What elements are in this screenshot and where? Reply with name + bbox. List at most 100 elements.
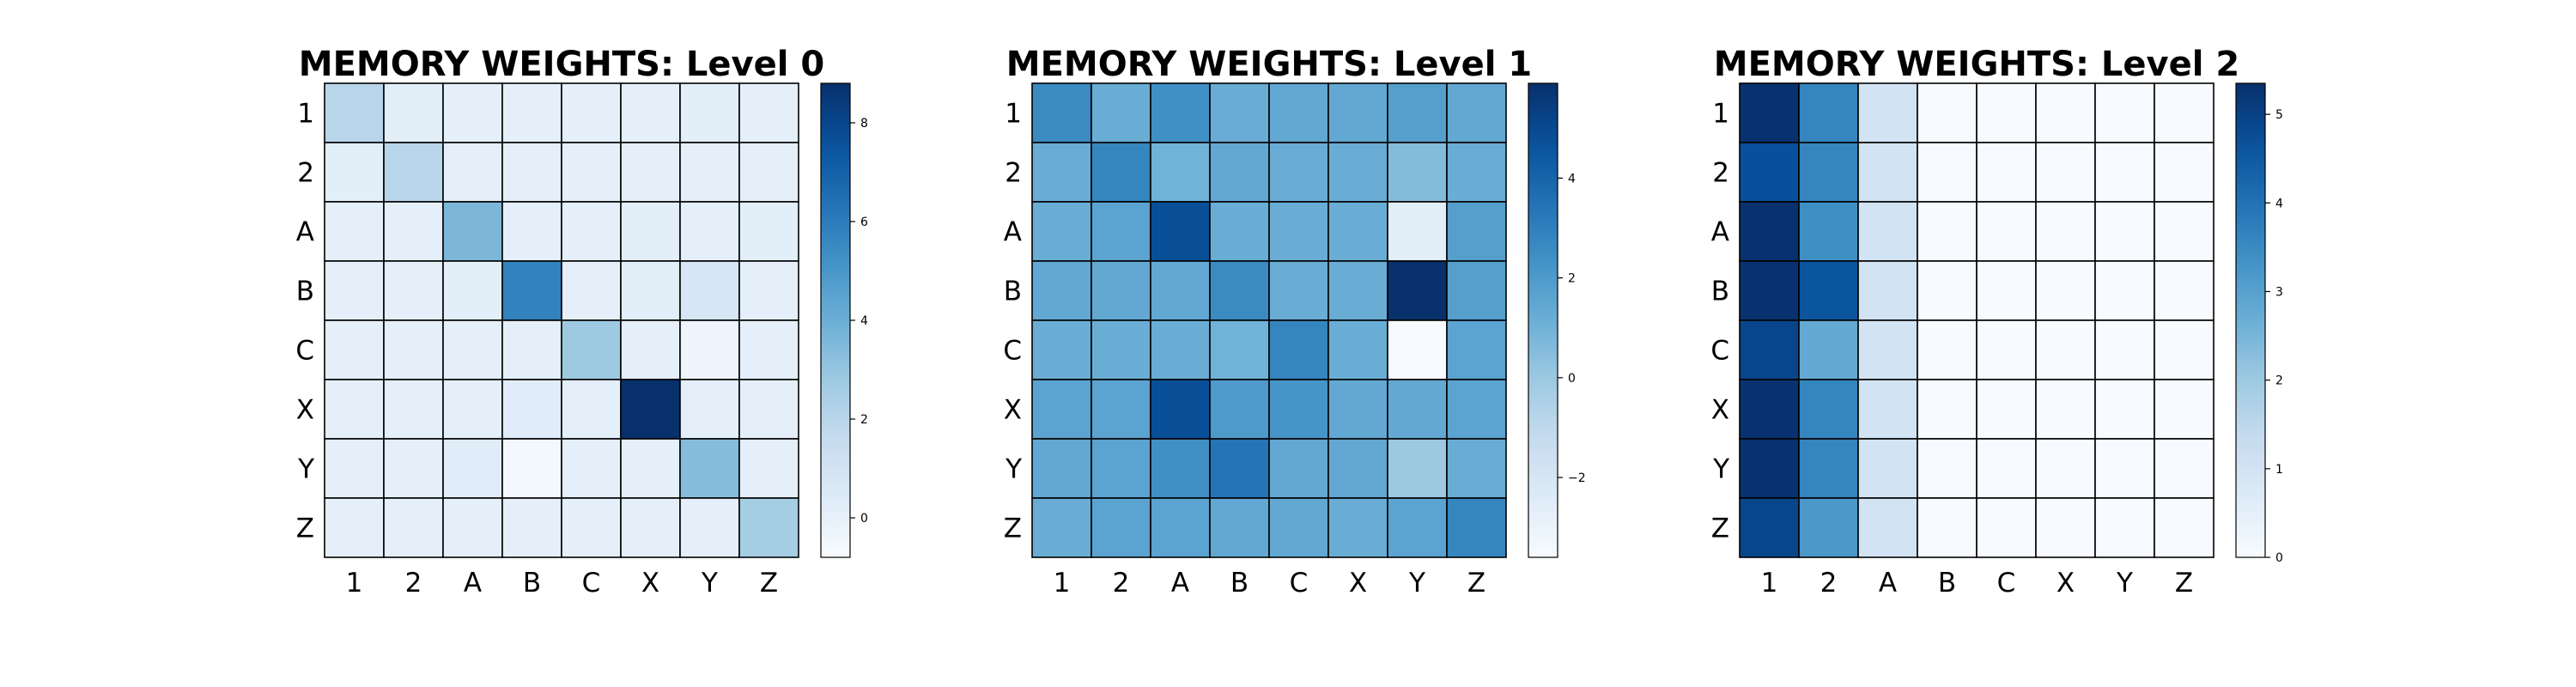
heatmap-cell: [1446, 319, 1507, 380]
row-label: Y: [297, 454, 314, 485]
heatmap-cell: [383, 260, 444, 321]
heatmap-cell: [738, 260, 799, 321]
heatmap-cell: [2035, 201, 2096, 262]
heatmap-cell: [1327, 379, 1388, 440]
heatmap-cell: [738, 497, 799, 558]
heatmap-cell: [679, 82, 740, 143]
heatmap-cell: [1209, 379, 1270, 440]
heatmap-cell: [501, 379, 562, 440]
heatmap-cell: [1976, 379, 2037, 440]
column-label: Z: [2175, 568, 2193, 599]
heatmap-cell: [620, 319, 681, 380]
heatmap-cell: [620, 260, 681, 321]
row-label: A: [1711, 217, 1729, 248]
heatmap-cell: [1031, 438, 1092, 499]
heatmap-cell: [1387, 201, 1448, 262]
heatmap-cell: [2094, 142, 2155, 203]
heatmap-cell: [738, 82, 799, 143]
heatmap-cell: [2154, 497, 2215, 558]
column-label: B: [523, 568, 541, 599]
heatmap-cell: [2035, 497, 2096, 558]
heatmap-cell: [738, 438, 799, 499]
heatmap-cell: [324, 319, 385, 380]
heatmap-cell: [1327, 201, 1388, 262]
colorbar-tick-label: 3: [2275, 285, 2283, 299]
heatmap-cell: [1209, 438, 1270, 499]
heatmap-cell: [2154, 319, 2215, 380]
heatmap-cell: [324, 497, 385, 558]
heatmap-cell: [1857, 260, 1918, 321]
heatmap-cell: [501, 497, 562, 558]
heatmap-cell: [1857, 497, 1918, 558]
colorbar-tick-label: 0: [860, 512, 868, 526]
colorbar-tick-label: 2: [860, 413, 868, 427]
heatmap-cell: [1150, 201, 1211, 262]
heatmap-cell: [1739, 319, 1800, 380]
heatmap-cell: [1031, 201, 1092, 262]
heatmap-cell: [738, 379, 799, 440]
heatmap-cell: [501, 201, 562, 262]
heatmap-cell: [1976, 497, 2037, 558]
colorbar-tick-label: 5: [2275, 108, 2283, 122]
heatmap-cell: [1857, 201, 1918, 262]
heatmap-cell: [1327, 82, 1388, 143]
heatmap-cell: [620, 438, 681, 499]
row-label: B: [296, 277, 314, 307]
row-label: Z: [296, 514, 314, 544]
row-label: X: [1004, 395, 1022, 426]
heatmap-cell: [1387, 142, 1448, 203]
heatmap-cell: [1446, 438, 1507, 499]
heatmap-cell: [1917, 260, 1978, 321]
column-label: Y: [701, 568, 718, 599]
heatmap-cell: [2094, 438, 2155, 499]
heatmap-cell: [1268, 142, 1329, 203]
heatmap-cell: [679, 319, 740, 380]
heatmap-cell: [1091, 260, 1151, 321]
heatmap-cell: [501, 438, 562, 499]
column-label: 2: [1113, 568, 1130, 599]
column-label: A: [464, 568, 482, 599]
heatmap-cell: [1150, 82, 1211, 143]
chart-title: MEMORY WEIGHTS: Level 1: [1006, 45, 1532, 84]
heatmap-cell: [2154, 82, 2215, 143]
column-label: C: [1997, 568, 2016, 599]
heatmap-cell: [1387, 497, 1448, 558]
heatmap-cell: [1976, 438, 2037, 499]
column-label: A: [1879, 568, 1897, 599]
heatmap-cell: [1031, 497, 1092, 558]
heatmap-cell: [1268, 260, 1329, 321]
heatmap-cell: [1798, 260, 1859, 321]
heatmap-cell: [1268, 379, 1329, 440]
row-label: A: [1004, 217, 1022, 248]
row-label: Y: [1712, 454, 1729, 485]
heatmap-cell: [501, 260, 562, 321]
heatmap-cell: [1976, 142, 2037, 203]
heatmap-cell: [1798, 319, 1859, 380]
heatmap-cell: [1327, 319, 1388, 380]
heatmap-cell: [2094, 82, 2155, 143]
heatmap-cell: [679, 201, 740, 262]
heatmap-cell: [2035, 319, 2096, 380]
column-label: 2: [405, 568, 422, 599]
colorbar-tick-label: 4: [2275, 197, 2283, 210]
column-label: Y: [1408, 568, 1425, 599]
heatmap-cell: [620, 201, 681, 262]
heatmap-cell: [620, 142, 681, 203]
heatmap-cell: [1857, 142, 1918, 203]
heatmap-cell: [383, 438, 444, 499]
heatmap-cell: [1739, 379, 1800, 440]
heatmap-cell: [442, 260, 503, 321]
heatmap-cell: [2035, 438, 2096, 499]
heatmap-cell: [383, 82, 444, 143]
heatmap-cell: [501, 319, 562, 380]
heatmap-cell: [383, 201, 444, 262]
colorbar-tick-label: 1: [2275, 463, 2283, 477]
heatmap-cell: [442, 438, 503, 499]
heatmap-cell: [1798, 497, 1859, 558]
heatmap-cell: [679, 497, 740, 558]
heatmap-cell: [679, 379, 740, 440]
heatmap-cell: [1798, 142, 1859, 203]
heatmap-cell: [1327, 497, 1388, 558]
